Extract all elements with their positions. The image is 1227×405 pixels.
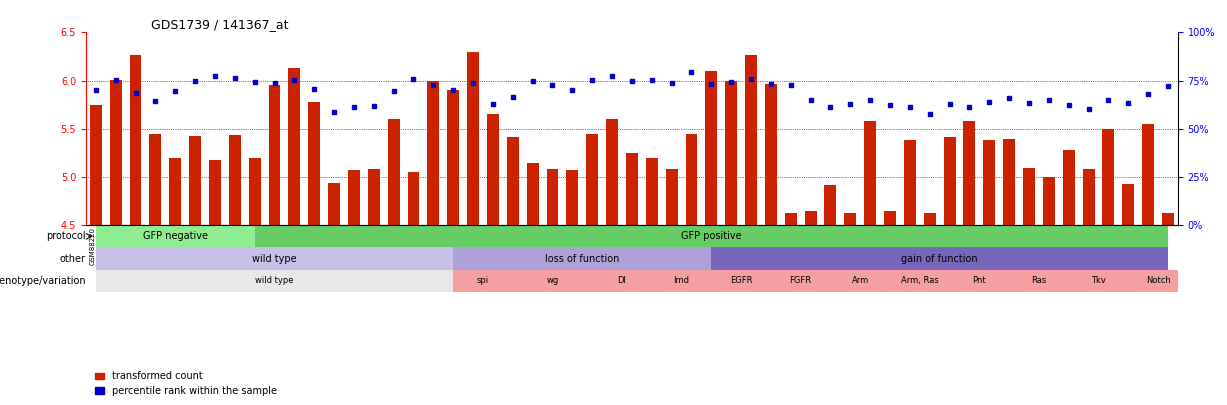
Bar <box>96 247 453 270</box>
Bar <box>467 52 479 405</box>
Text: Pnt: Pnt <box>973 276 987 285</box>
Bar <box>904 141 915 405</box>
Bar <box>513 270 593 292</box>
Bar <box>169 158 182 405</box>
Bar <box>448 90 459 405</box>
Bar <box>771 270 831 292</box>
Text: gain of function: gain of function <box>902 254 978 264</box>
Bar <box>1004 139 1015 405</box>
Bar <box>150 134 161 405</box>
Bar <box>1142 124 1155 405</box>
Bar <box>526 163 539 405</box>
Text: GDS1739 / 141367_at: GDS1739 / 141367_at <box>151 18 288 31</box>
Text: Imd: Imd <box>674 276 690 285</box>
Bar <box>453 247 712 270</box>
Bar <box>109 80 121 405</box>
Bar <box>96 226 255 247</box>
Text: Ras: Ras <box>1032 276 1047 285</box>
Legend: transformed count, percentile rank within the sample: transformed count, percentile rank withi… <box>91 367 281 400</box>
Text: spi: spi <box>477 276 490 285</box>
Bar <box>249 158 260 405</box>
Bar <box>706 71 718 405</box>
Bar <box>487 115 499 405</box>
Bar <box>209 160 221 405</box>
Bar <box>388 119 400 405</box>
Bar <box>885 211 896 405</box>
Bar <box>890 270 950 292</box>
Bar <box>308 102 320 405</box>
Bar <box>130 55 141 405</box>
Text: Notch: Notch <box>1146 276 1171 285</box>
Bar <box>963 121 975 405</box>
Bar <box>269 85 281 405</box>
Bar <box>288 68 301 405</box>
Bar <box>368 169 379 405</box>
Bar <box>805 211 816 405</box>
Bar <box>666 169 677 405</box>
Bar <box>785 213 796 405</box>
Text: FGFR: FGFR <box>790 276 812 285</box>
Bar <box>686 134 697 405</box>
Bar <box>546 169 558 405</box>
Bar <box>825 185 837 405</box>
Text: genotype/variation: genotype/variation <box>0 275 86 286</box>
Bar <box>593 270 652 292</box>
Bar <box>645 158 658 405</box>
Text: wild type: wild type <box>255 276 293 285</box>
Bar <box>712 270 771 292</box>
Bar <box>1123 184 1134 405</box>
Text: wild type: wild type <box>253 254 297 264</box>
Bar <box>950 270 1009 292</box>
Text: wg: wg <box>546 276 558 285</box>
Text: EGFR: EGFR <box>730 276 752 285</box>
Text: Dl: Dl <box>617 276 627 285</box>
Bar <box>1043 177 1055 405</box>
Bar <box>844 213 856 405</box>
Bar <box>712 247 1168 270</box>
Bar <box>983 141 995 405</box>
Bar <box>255 226 1168 247</box>
Bar <box>831 270 890 292</box>
Bar <box>626 153 638 405</box>
Text: Arm, Ras: Arm, Ras <box>901 276 939 285</box>
Text: Arm: Arm <box>852 276 869 285</box>
Bar <box>1009 270 1069 292</box>
Bar <box>328 183 340 405</box>
Bar <box>90 105 102 405</box>
Bar <box>1162 213 1174 405</box>
Bar <box>189 136 201 405</box>
Bar <box>864 121 876 405</box>
Bar <box>507 136 519 405</box>
Bar <box>567 171 578 405</box>
Bar <box>1023 168 1034 405</box>
Text: loss of function: loss of function <box>545 254 620 264</box>
Bar <box>96 270 453 292</box>
Bar <box>745 55 757 405</box>
Text: GFP negative: GFP negative <box>142 231 207 241</box>
Bar <box>725 81 737 405</box>
Bar <box>606 119 618 405</box>
Text: GFP positive: GFP positive <box>681 231 741 241</box>
Bar <box>1103 129 1114 405</box>
Text: Tkv: Tkv <box>1091 276 1106 285</box>
Bar <box>1129 270 1188 292</box>
Bar <box>229 135 240 405</box>
Bar <box>924 213 936 405</box>
Bar <box>1082 169 1094 405</box>
Bar <box>587 134 598 405</box>
Bar <box>1069 270 1129 292</box>
Text: other: other <box>60 254 86 264</box>
Bar <box>348 171 360 405</box>
Bar <box>944 136 956 405</box>
Bar <box>427 81 439 405</box>
Bar <box>407 173 420 405</box>
Bar <box>652 270 712 292</box>
Bar <box>764 83 777 405</box>
Bar <box>453 270 513 292</box>
Bar <box>1063 150 1075 405</box>
Text: protocol: protocol <box>47 231 86 241</box>
